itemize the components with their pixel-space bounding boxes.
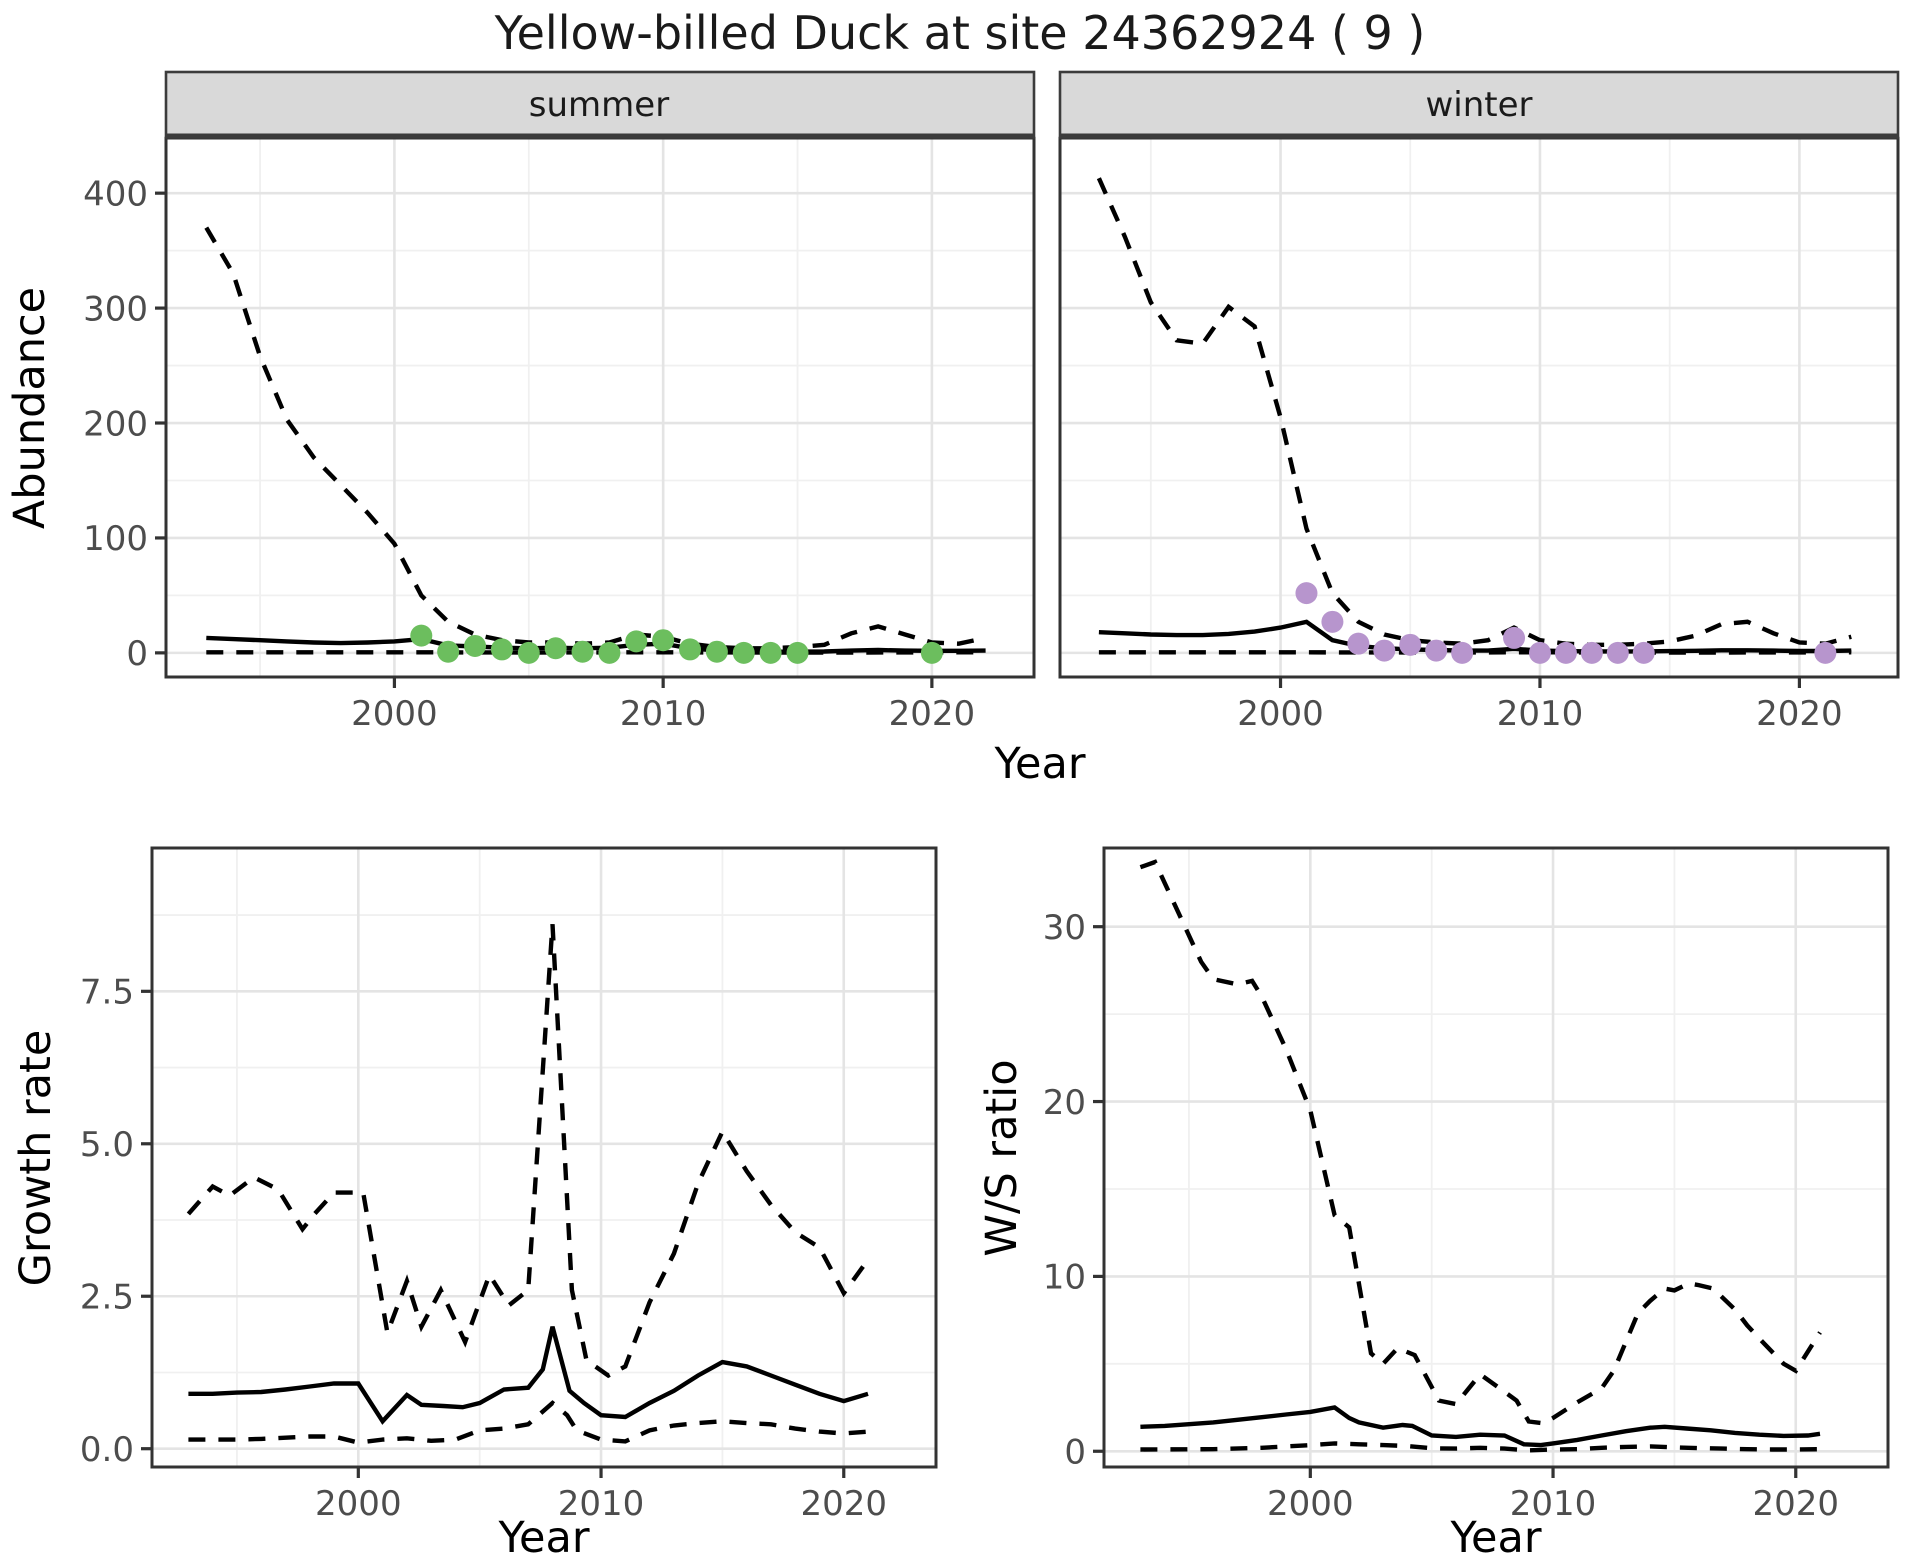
growth-rate-median-line (188, 1326, 869, 1425)
panel-background (1104, 848, 1888, 1467)
abundance-axis-title: Abundance (5, 287, 55, 529)
summer-observation-point (759, 641, 782, 664)
panel-border (150, 846, 938, 1469)
summer-observation-point (705, 640, 728, 663)
panel-abundance-summer: 2000 2010 2020 0 100 200 300 400 (83, 70, 1036, 734)
summer-observation-point (920, 641, 943, 664)
ws-ratio-lower-95ci-line (1140, 1441, 1821, 1453)
winter-observation-point (1528, 641, 1551, 664)
x-tick-label: 2010 (558, 1484, 645, 1524)
y-tick-label: 100 (83, 519, 148, 559)
winter-observation-point (1399, 633, 1422, 656)
winter-observation-point (1347, 632, 1370, 655)
labels-layer: summer winter Abundance Year Growth rate… (5, 85, 1542, 1560)
x-tick-label: 2000 (351, 694, 438, 734)
top-year-axis-title: Year (993, 739, 1085, 789)
winter-observation-point (1580, 641, 1603, 664)
panel-abundance-winter: 2000 2010 2020 (1058, 70, 1900, 734)
summer-observation-point (625, 630, 648, 653)
y-tick-label: 300 (83, 289, 148, 329)
abundance-winter-upper-95ci-line (1096, 177, 1852, 647)
y-tick-label: 5.0 (80, 1125, 134, 1165)
summer-observation-point (679, 638, 702, 661)
summer-observation-point (410, 624, 433, 647)
x-tick-label: 2000 (1267, 1484, 1354, 1524)
y-tick-label: 200 (83, 404, 148, 444)
x-tick-label: 2010 (1497, 694, 1584, 734)
summer-observation-point (652, 629, 675, 652)
abundance-winter-median-line (1098, 619, 1852, 654)
growth-rate-lower-95ci-line (188, 1400, 869, 1445)
facet-strip-summer (164, 70, 1036, 137)
plot-title: Yellow-billed Duck at site 24362924 ( 9 … (494, 6, 1426, 60)
y-tick-label: 10 (1043, 1258, 1086, 1298)
winter-observation-point (1814, 641, 1837, 664)
facet-label-summer: summer (529, 85, 669, 125)
y-tick-label: 20 (1043, 1083, 1086, 1123)
x-tick-label: 2020 (889, 694, 976, 734)
abundance-summer-upper-95ci-line (204, 226, 987, 651)
winter-observation-point (1425, 639, 1448, 662)
x-tick-label: 2000 (315, 1484, 402, 1524)
summer-observation-point (598, 641, 621, 664)
summer-observation-point (786, 641, 809, 664)
x-tick-label: 2020 (1752, 1484, 1839, 1524)
growth-rate-axis-title: Growth rate (11, 1030, 61, 1287)
summer-observation-point (544, 637, 567, 660)
panel-background (1060, 138, 1898, 677)
panel-ws-ratio: 2000 2010 2020 0 10 20 30 (1043, 846, 1890, 1524)
ws-ratio-median-line (1140, 1405, 1821, 1448)
x-tick-label: 2020 (800, 1484, 887, 1524)
x-tick-label: 2020 (1756, 694, 1843, 734)
y-tick-label: 2.5 (80, 1277, 134, 1317)
ws-ratio-upper-95ci-line (1139, 859, 1822, 1426)
growth-year-axis-title: Year (497, 1513, 589, 1560)
x-tick-label: 2010 (1510, 1484, 1597, 1524)
winter-observation-point (1451, 641, 1474, 664)
panel-background (166, 138, 1034, 677)
y-tick-label: 0.0 (80, 1430, 134, 1470)
summer-observation-point (732, 641, 755, 664)
summer-observation-point (464, 634, 487, 657)
growth-rate-upper-95ci-line (186, 924, 870, 1379)
ws-year-axis-title: Year (1449, 1513, 1541, 1560)
x-tick-label: 2010 (620, 694, 707, 734)
summer-observation-point (571, 640, 594, 663)
y-tick-label: 0 (1064, 1433, 1086, 1473)
ws-ratio-axis-title: W/S ratio (977, 1059, 1027, 1256)
y-tick-label: 0 (126, 634, 148, 674)
winter-observation-point (1373, 639, 1396, 662)
winter-observation-point (1606, 641, 1629, 664)
panel-border (1102, 846, 1890, 1469)
winter-observation-point (1295, 582, 1318, 605)
y-tick-label: 400 (83, 174, 148, 214)
summer-observation-point (517, 641, 540, 664)
panel-growth-rate: 2000 2010 2020 0.0 2.5 5.0 7.5 (80, 846, 938, 1524)
y-tick-label: 30 (1043, 908, 1086, 948)
winter-observation-point (1321, 610, 1344, 633)
summer-observation-point (490, 638, 513, 661)
y-tick-label: 7.5 (80, 973, 134, 1013)
facet-label-winter: winter (1425, 85, 1532, 125)
facet-strip-winter (1058, 70, 1900, 137)
abundance-summer-median-line (206, 635, 986, 654)
winter-observation-point (1503, 626, 1526, 649)
winter-observation-point (1554, 641, 1577, 664)
x-tick-label: 2000 (1237, 694, 1324, 734)
summer-observation-point (437, 640, 460, 663)
panel-background (152, 848, 936, 1467)
winter-observation-point (1632, 641, 1655, 664)
